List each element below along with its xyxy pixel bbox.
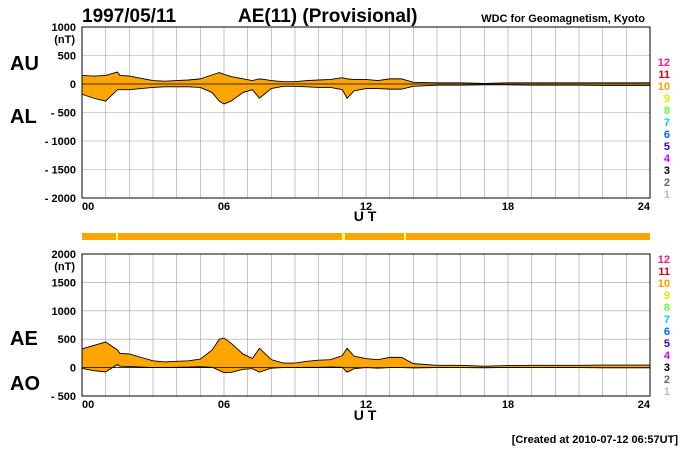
y-tick-label: - 500 <box>51 108 76 120</box>
au-al-panel: 1000 500 0 - 500 - 1000 - 1500 - 2000 00 06 12 18 2… <box>45 22 651 213</box>
x-tick-label: 18 <box>502 399 514 411</box>
hour-legend-item: 3 <box>664 165 670 177</box>
x-tick-label: 24 <box>638 399 651 411</box>
hour-legend-item: 12 <box>658 57 670 69</box>
y-tick-label: 2000 <box>52 249 76 261</box>
x-tick-label: 00 <box>82 201 94 213</box>
ae-label: AE <box>10 328 38 350</box>
plot-frame <box>81 26 651 199</box>
hour-legend-item: 7 <box>664 314 670 326</box>
hour-legend-item: 8 <box>664 302 670 314</box>
y-tick-label: 0 <box>70 363 76 375</box>
y-tick-label: 1000 <box>52 22 76 34</box>
y-tick-label: - 1500 <box>45 165 76 177</box>
hour-legend-item: 3 <box>664 362 670 374</box>
unit-label-2: (nT) <box>54 261 75 273</box>
coverage-gap <box>404 233 406 240</box>
created-timestamp: [Created at 2010-07-12 06:57UT] <box>512 434 679 446</box>
source-label: WDC for Geomagnetism, Kyoto <box>481 13 645 25</box>
x-axis-label-1: U T <box>354 208 377 224</box>
hour-legend-item: 1 <box>664 189 670 201</box>
hour-legend-item: 12 <box>658 254 670 266</box>
hour-legend-item: 6 <box>664 326 670 338</box>
unit-label-1: (nT) <box>54 34 75 46</box>
hour-legend-item: 4 <box>664 153 671 165</box>
au-label: AU <box>10 53 39 75</box>
hour-legend-item: 9 <box>664 290 670 302</box>
hour-legend-item: 11 <box>658 69 670 81</box>
hour-legend-item: 10 <box>658 81 670 93</box>
hour-legend-item: 9 <box>664 93 670 105</box>
index-area <box>82 72 650 104</box>
hour-legend-item: 2 <box>664 374 670 386</box>
x-tick-label: 06 <box>218 201 230 213</box>
y-tick-label: 500 <box>58 51 76 63</box>
hour-legend-item: 5 <box>664 338 670 350</box>
hour-legend-item: 7 <box>664 117 670 129</box>
y-tick-label: 0 <box>70 79 76 91</box>
x-tick-label: 24 <box>638 201 651 213</box>
y-tick-label: - 2000 <box>45 193 76 205</box>
ao-label: AO <box>10 373 40 395</box>
y-tick-label: - 1000 <box>45 136 76 148</box>
hour-legend-item: 5 <box>664 141 670 153</box>
y-tick-label: 1500 <box>52 277 76 289</box>
x-axis-label-2: U T <box>354 407 377 423</box>
lower-series-line <box>81 84 650 105</box>
index-area <box>82 338 650 373</box>
index-title: AE(11) (Provisional) <box>238 6 418 27</box>
ae-ao-panel: 2000 1500 1000 500 0 - 500 00 06 12 18 24 <box>51 249 651 411</box>
y-tick-label: - 500 <box>51 391 76 403</box>
hour-legend-item: 6 <box>664 129 670 141</box>
hour-legend-item: 1 <box>664 386 670 398</box>
upper-series-line <box>81 337 650 367</box>
y-tick-label: 500 <box>58 334 76 346</box>
al-label: AL <box>10 106 37 128</box>
x-tick-label: 18 <box>502 201 514 213</box>
hour-legend-item: 4 <box>664 350 671 362</box>
coverage-gap <box>116 233 118 240</box>
hour-legend-item: 10 <box>658 278 670 290</box>
x-tick-label: 06 <box>218 399 230 411</box>
y-tick-label: 1000 <box>52 306 76 318</box>
plot-frame <box>81 253 651 397</box>
x-tick-label: 12 <box>360 201 372 213</box>
data-coverage-bar <box>82 233 650 240</box>
x-tick-label: 12 <box>360 399 372 411</box>
hour-legend-item: 8 <box>664 105 670 117</box>
x-tick-label: 00 <box>82 399 94 411</box>
hour-legend-item: 2 <box>664 177 670 189</box>
date-title: 1997/05/11 <box>82 6 176 27</box>
upper-series-line <box>81 71 650 84</box>
hour-legend-item: 11 <box>658 266 670 278</box>
coverage-gap <box>342 233 345 240</box>
